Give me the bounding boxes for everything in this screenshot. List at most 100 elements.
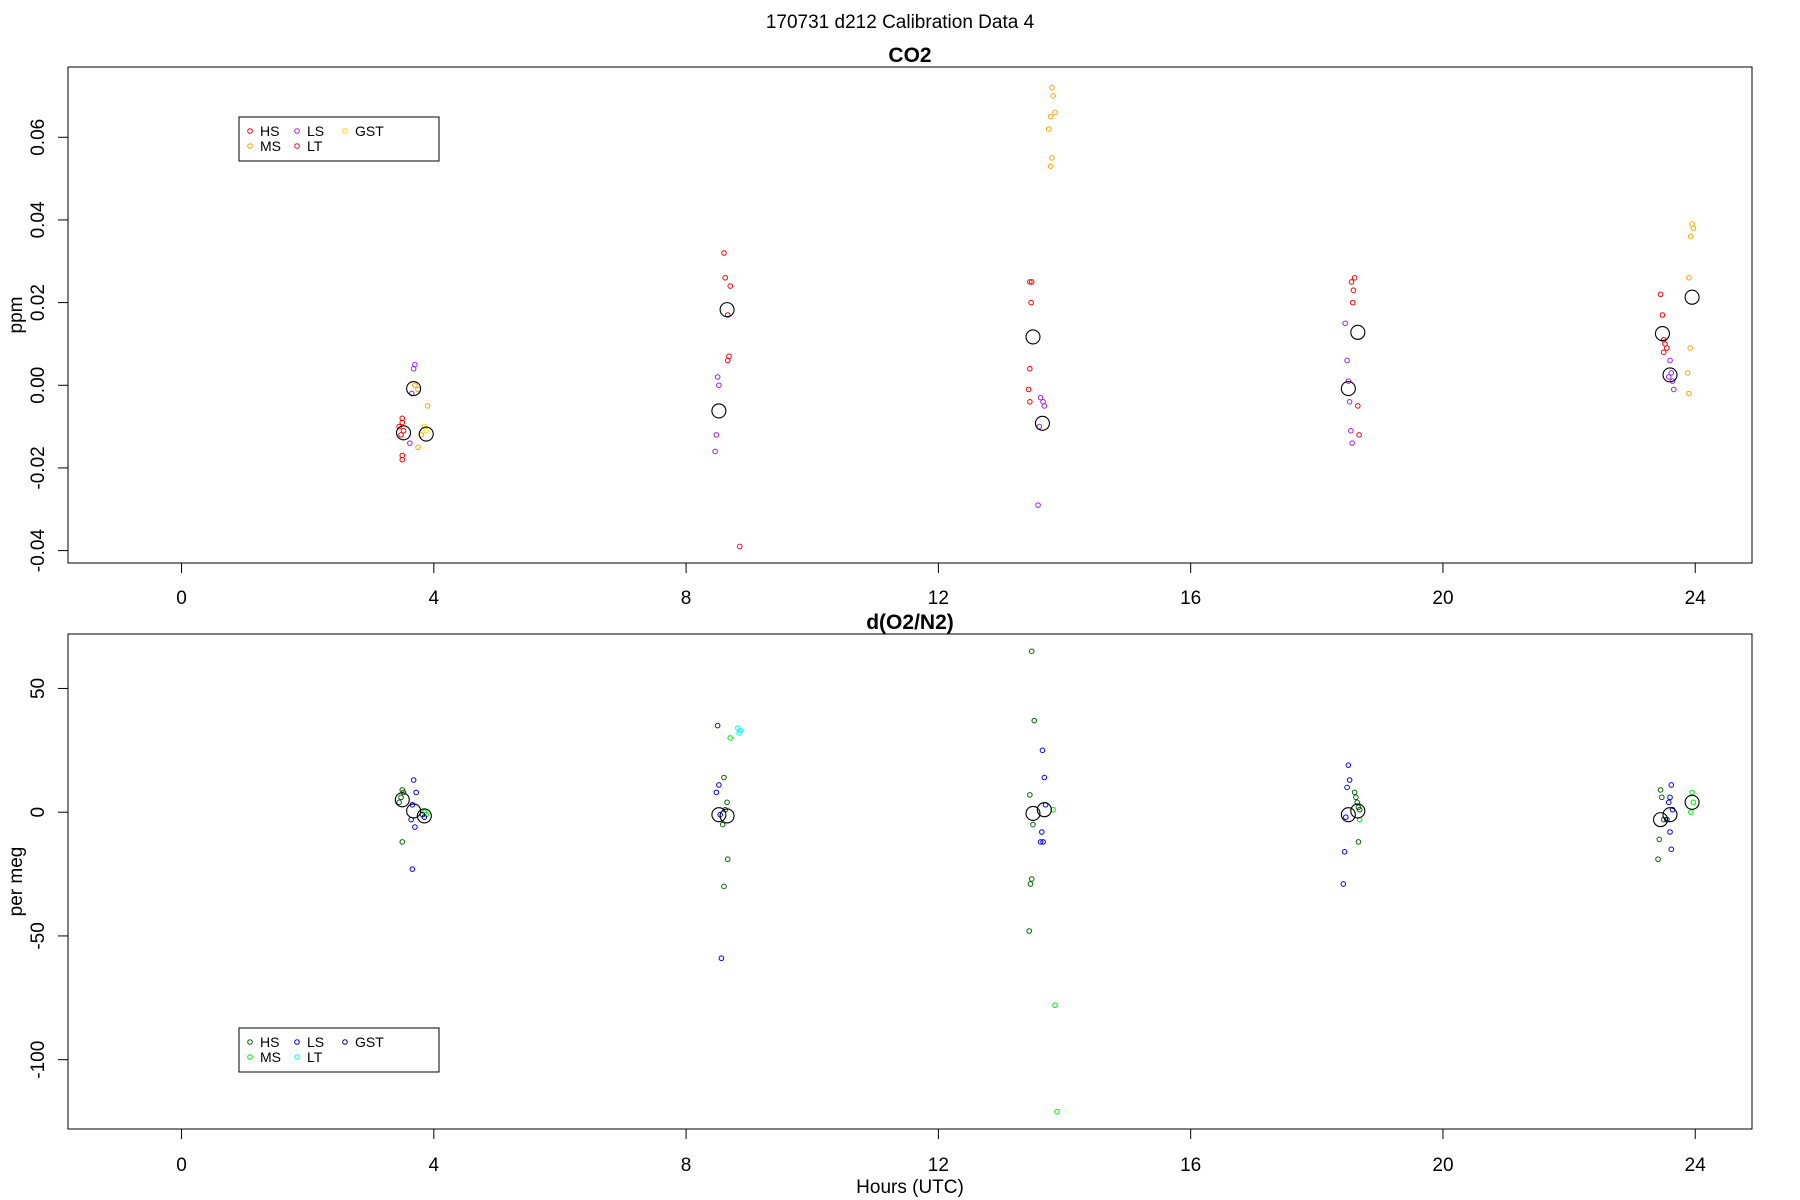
co2-point-ls <box>716 382 722 389</box>
o2n2-point-hs <box>1659 794 1665 801</box>
co2-point-ms <box>1052 109 1058 116</box>
o2n2-series-mean <box>394 792 1700 828</box>
o2n2-y-tick-label: 0 <box>28 807 49 818</box>
o2n2-point-hs <box>721 774 727 781</box>
co2-point-mean <box>418 426 434 442</box>
o2n2-point-hs <box>724 856 731 863</box>
o2n2-point-ms <box>1690 799 1697 806</box>
co2-point-ls <box>1670 386 1677 393</box>
o2n2-y-axis-label: per meg <box>6 847 27 917</box>
co2-point-ls <box>407 440 413 446</box>
o2n2-point-hs <box>1351 789 1358 796</box>
o2n2-point-hs <box>1026 928 1033 934</box>
co2-point-ls <box>1036 423 1043 430</box>
co2-point-mean <box>1340 381 1356 397</box>
co2-point-mean <box>1034 415 1050 431</box>
co2-point-mean <box>406 381 422 397</box>
o2n2-point-ls <box>1667 794 1673 801</box>
o2n2-point-lt <box>737 727 744 734</box>
o2n2-point-mean <box>1684 794 1700 810</box>
o2n2-point-ls <box>714 722 721 729</box>
co2-point-hs <box>727 283 734 289</box>
co2-point-ls <box>1037 394 1044 401</box>
o2n2-x-tick-label: 20 <box>1432 1155 1453 1176</box>
o2n2-point-ls <box>1665 799 1672 806</box>
co2-point-gst <box>423 427 430 434</box>
co2-series-mean <box>395 289 1700 442</box>
co2-point-ls <box>713 432 720 438</box>
co2-point-ms <box>1047 113 1054 120</box>
co2-point-hs <box>1657 291 1664 298</box>
co2-point-hs <box>724 312 731 318</box>
co2-x-tick-label: 16 <box>1180 588 1201 609</box>
o2n2-point-hs <box>1657 787 1664 793</box>
o2n2-point-hs <box>398 794 404 801</box>
o2n2-point-mean <box>1652 812 1669 828</box>
co2-point-hs <box>399 456 406 463</box>
o2n2-legend-marker-ms <box>247 1054 253 1060</box>
o2n2-series-hs <box>396 648 1667 934</box>
o2n2-x-tick-label: 0 <box>176 1155 187 1176</box>
co2-point-mean <box>1654 326 1670 342</box>
co2-y-tick-label: -0.04 <box>28 529 49 573</box>
o2n2-point-ls <box>713 789 720 796</box>
co2-point-ms <box>1684 370 1691 376</box>
co2-point-ms <box>1687 345 1693 351</box>
co2-point-ls <box>1035 502 1041 508</box>
co2-legend-label-ms: MS <box>260 138 281 154</box>
co2-point-ms <box>424 403 431 409</box>
co2-point-hs <box>398 432 404 438</box>
co2-series-lt <box>736 543 743 550</box>
o2n2-point-mean <box>394 792 410 808</box>
co2-point-ls <box>714 374 721 380</box>
co2-point-ls <box>1665 374 1672 380</box>
co2-point-mean <box>711 403 727 419</box>
o2n2-legend-label-ms: MS <box>260 1049 281 1065</box>
co2-y-tick-label: 0.04 <box>28 201 49 238</box>
figure-title: 170731 d212 Calibration Data 4 <box>766 12 1035 33</box>
o2n2-x-axis-label: Hours (UTC) <box>856 1177 964 1198</box>
co2-y-tick-label: 0.00 <box>28 367 49 404</box>
o2n2-point-hs <box>1355 839 1362 845</box>
o2n2-x-tick-label: 24 <box>1685 1155 1707 1176</box>
co2-x-tick-label: 8 <box>681 588 692 609</box>
co2-point-mean <box>1662 367 1678 383</box>
co2-point-hs <box>1028 279 1035 285</box>
o2n2-point-ls <box>1668 782 1675 788</box>
o2n2-point-hs <box>721 883 727 890</box>
co2-point-hs <box>1028 299 1034 306</box>
co2-point-ms <box>1049 155 1055 161</box>
o2n2-legend-marker-hs <box>247 1039 253 1045</box>
co2-series-ms <box>412 84 1697 451</box>
co2-point-hs <box>1348 279 1355 285</box>
o2n2-point-mean <box>719 808 735 824</box>
co2-y-axis-label: ppm <box>6 297 27 334</box>
co2-point-ms <box>1690 225 1697 231</box>
o2n2-point-mean <box>1036 802 1052 818</box>
o2n2-legend-marker-ls <box>294 1039 300 1045</box>
co2-legend-marker-lt <box>294 143 300 149</box>
co2-point-ls <box>1348 427 1354 434</box>
o2n2-point-mean <box>406 803 422 819</box>
o2n2-point-hs <box>1028 876 1035 882</box>
co2-point-hs <box>1664 345 1670 351</box>
o2n2-point-hs <box>1356 806 1363 813</box>
co2-point-mean <box>719 302 735 318</box>
o2n2-point-ls <box>1344 784 1350 791</box>
o2n2-point-ls <box>1039 747 1046 754</box>
co2-point-hs <box>724 357 731 364</box>
o2n2-point-ms <box>1688 809 1694 816</box>
co2-x-tick-label: 12 <box>928 588 949 609</box>
co2-point-hs <box>722 275 729 281</box>
o2n2-x-tick-label: 12 <box>928 1155 949 1176</box>
o2n2-point-hs <box>1028 648 1035 655</box>
o2n2-legend-box <box>238 1027 440 1073</box>
o2n2-point-ls <box>1345 762 1352 768</box>
co2-point-mean <box>1025 329 1041 345</box>
o2n2-point-ls <box>1668 846 1675 853</box>
co2-legend-label-lt: LT <box>307 138 323 154</box>
co2-point-hs <box>721 250 727 256</box>
co2-point-ls <box>1667 357 1673 364</box>
